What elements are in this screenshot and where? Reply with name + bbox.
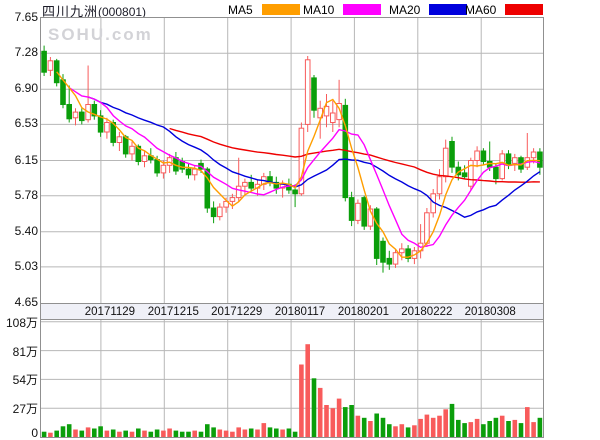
price-tick-label: 6.15 (14, 152, 38, 167)
volume-tick-label: 81万 (12, 344, 38, 359)
price-tick-label: 5.40 (14, 223, 38, 238)
legend-color-swatch (343, 4, 382, 15)
legend-color-swatch (261, 4, 300, 15)
date-tick-label: 20180117 (274, 306, 326, 318)
volume-zero-label: 0 (31, 426, 38, 440)
legend-item-ma60: MA60 (465, 2, 544, 17)
left-axis: 7.65 7.28 6.90 6.53 6.15 5.78 5.40 5.03 4.65 108万… (0, 0, 38, 440)
price-pane: SOHU.com (40, 17, 544, 304)
stock-code: (000801) (98, 5, 147, 19)
date-tick-label: 20180222 (401, 306, 453, 318)
legend-item-ma20: MA20 (389, 2, 468, 17)
candlestick-chart (41, 18, 543, 303)
legend-label: MA5 (228, 2, 253, 17)
volume-tick-label: 27万 (12, 402, 38, 417)
legend-color-swatch (429, 4, 468, 15)
legend-color-swatch (505, 4, 544, 15)
legend-label: MA10 (303, 2, 335, 17)
price-tick-label: 4.65 (14, 295, 38, 309)
sohu-watermark: SOHU.com (48, 25, 153, 44)
legend-label: MA60 (465, 2, 497, 17)
date-tick-label: 20180201 (337, 306, 390, 318)
volume-tick-label: 54万 (12, 373, 38, 388)
date-tick-label: 20171215 (147, 306, 199, 318)
date-axis: 20171129 20171215 20171229 20180117 20180201… (40, 303, 544, 320)
price-tick-label: 7.28 (14, 45, 38, 60)
price-tick-label: 7.65 (14, 10, 38, 24)
volume-pane (40, 319, 544, 438)
legend-item-ma10: MA10 (303, 2, 382, 17)
price-tick-label: 5.78 (14, 187, 38, 202)
date-tick-label: 20180308 (464, 306, 516, 318)
legend-label: MA20 (389, 2, 421, 17)
date-tick-label: 20171129 (84, 306, 136, 318)
stock-name: 四川九洲 (42, 4, 99, 19)
volume-tick-label: 108万 (5, 315, 38, 330)
price-tick-label: 6.53 (14, 116, 38, 131)
price-tick-label: 5.03 (14, 258, 38, 273)
date-tick-label: 20171229 (211, 306, 263, 318)
volume-chart (41, 320, 543, 437)
legend-item-ma5: MA5 (228, 2, 300, 17)
price-tick-label: 6.90 (14, 81, 38, 96)
page-title: 四川九洲(000801) (42, 1, 146, 20)
